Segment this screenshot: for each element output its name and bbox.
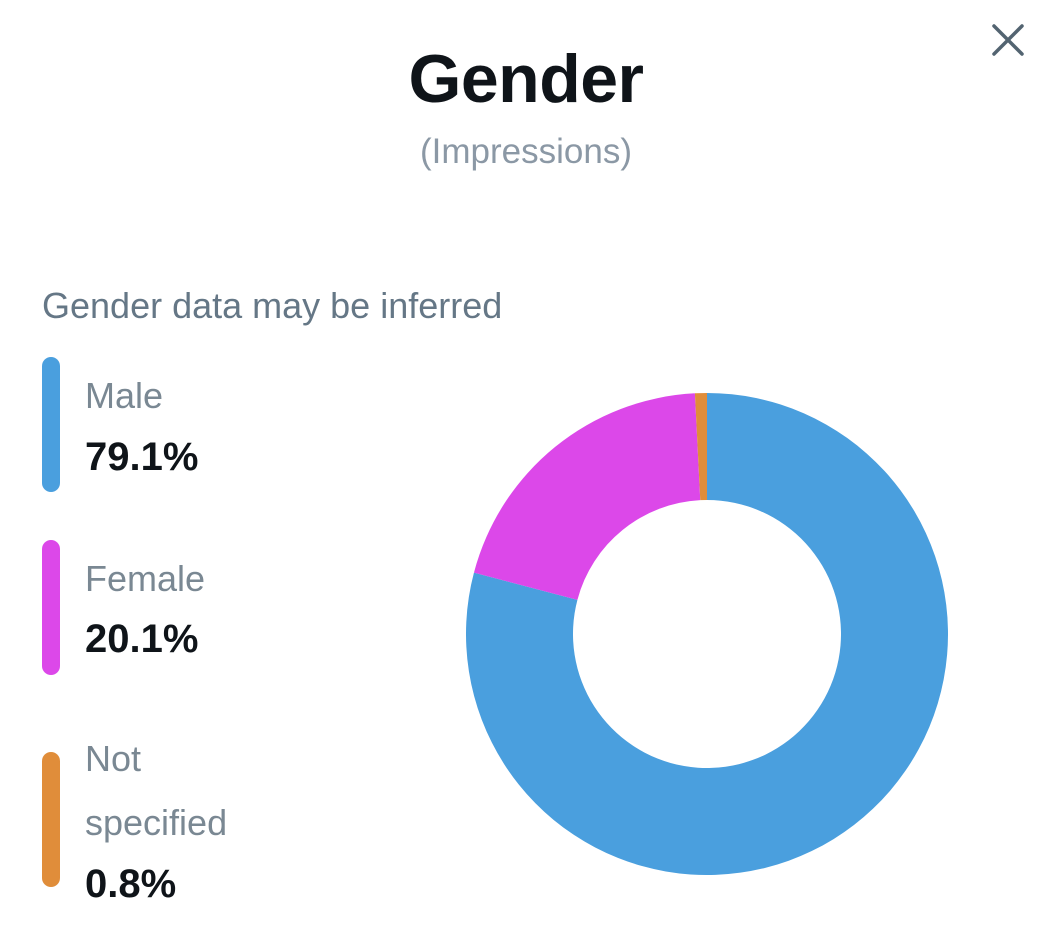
chart-subtitle: (Impressions) <box>420 132 632 171</box>
legend-swatch-female <box>42 540 60 675</box>
legend-label-female: Female <box>85 558 206 599</box>
legend-swatch-male <box>42 357 60 492</box>
donut-chart <box>466 393 948 875</box>
legend-value-female: 20.1% <box>85 617 199 661</box>
legend-value-male: 79.1% <box>85 435 199 479</box>
legend-label-not-specified-line1: Not <box>85 738 142 779</box>
legend-label-not-specified-line2: specified <box>85 802 228 843</box>
donut-slice-not-specified <box>694 393 707 501</box>
close-button[interactable] <box>986 18 1030 62</box>
chart-title: Gender <box>408 41 644 117</box>
legend-label-male: Male <box>85 375 164 416</box>
donut-slice-male <box>466 393 948 875</box>
legend-value-not-specified: 0.8% <box>85 862 177 906</box>
legend-swatch-not-specified <box>42 752 60 887</box>
close-icon <box>992 24 1024 56</box>
inferred-note: Gender data may be inferred <box>42 285 503 326</box>
donut-slice-female <box>473 393 701 600</box>
